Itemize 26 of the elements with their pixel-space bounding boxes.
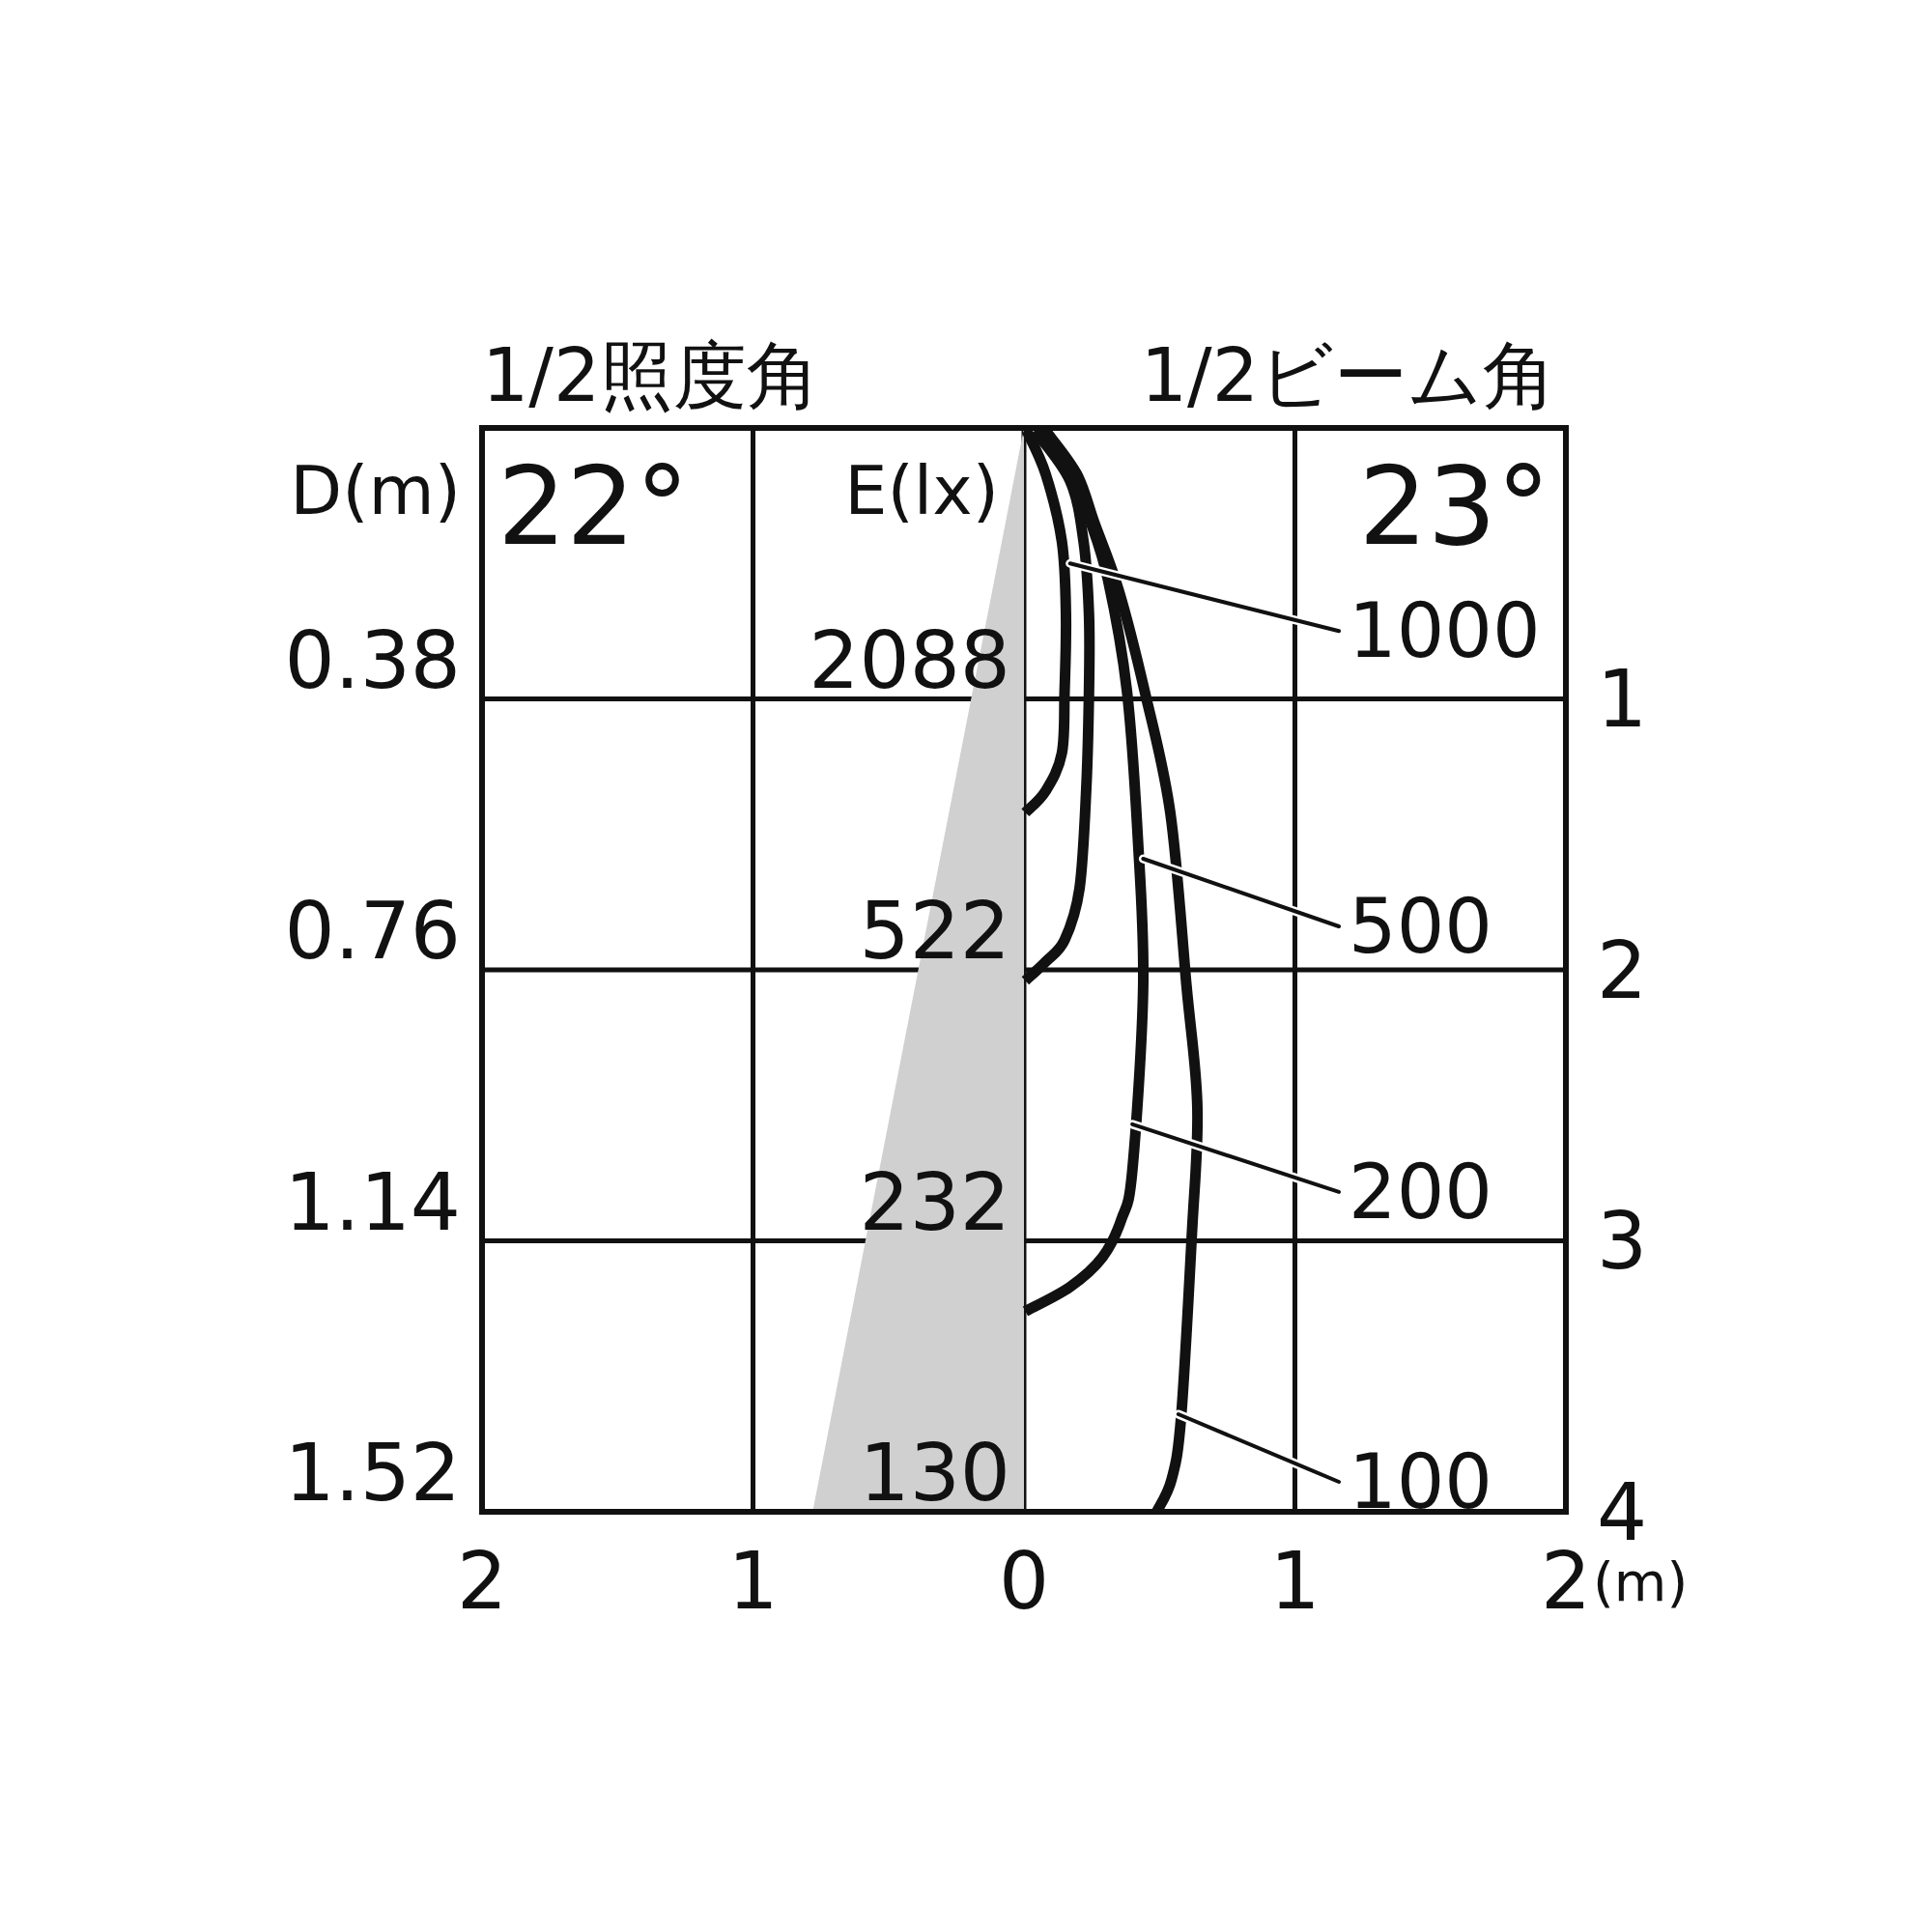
x-tick-label: 1 [1269,1535,1321,1627]
y-tick-label: 3 [1596,1195,1648,1287]
text: 0.38 [284,613,461,706]
annotation: 22° [497,443,690,569]
y-axis-title: D(m) [290,451,461,530]
y-tick-label: 2 [1596,923,1648,1016]
text: 0.76 [284,885,461,977]
annotation: 500 [1349,882,1492,970]
x-tick-label: 1 [727,1535,779,1627]
x-tick-label: 2 [1540,1535,1592,1627]
annotation: 130 [859,1427,1010,1519]
text: 1.52 [284,1427,461,1519]
annotation: 2088 [809,613,1010,706]
annotation: 200 [1349,1148,1492,1236]
text: 1.14 [284,1155,461,1248]
annotation: E(lx) [844,451,999,530]
annotation: 232 [859,1155,1010,1248]
annotation: 23° [1358,443,1550,569]
annotation: 522 [859,885,1010,977]
annotation: 1000 [1349,587,1541,675]
annotation: 100 [1349,1438,1492,1526]
chart-title: 1/2照度角 [482,332,821,418]
x-tick-label: 2 [456,1535,508,1627]
y-tick-label: 1 [1596,653,1648,745]
x-tick-label: 0 [998,1535,1050,1627]
chart-subtitle: 1/2ビーム角 [1140,332,1556,418]
